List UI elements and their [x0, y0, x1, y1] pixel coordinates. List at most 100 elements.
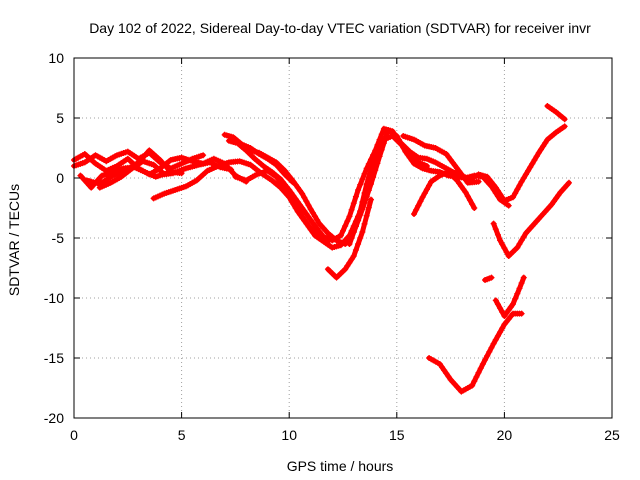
data-point — [346, 259, 353, 266]
data-point — [312, 213, 319, 220]
data-point — [525, 167, 532, 174]
x-axis-label: GPS time / hours — [287, 458, 394, 474]
data-point — [303, 198, 310, 205]
data-point — [350, 229, 357, 235]
data-point — [361, 170, 368, 177]
x-tick-label: 5 — [178, 427, 186, 443]
series-s5 — [96, 158, 235, 191]
data-point — [537, 146, 544, 153]
data-point — [365, 174, 372, 181]
y-tick-label: -5 — [52, 230, 65, 246]
data-point — [299, 190, 306, 197]
y-tick-label: 0 — [56, 170, 64, 186]
data-point — [499, 309, 506, 316]
data-point — [516, 182, 523, 189]
data-point — [350, 200, 357, 207]
data-point — [372, 153, 379, 160]
y-tick-label: -15 — [44, 350, 64, 366]
data-point — [492, 297, 499, 304]
data-point — [340, 227, 346, 234]
data-point — [419, 194, 426, 201]
y-tick-label: 10 — [48, 50, 64, 66]
data-point — [344, 262, 351, 269]
data-point — [355, 217, 362, 223]
data-point — [462, 189, 469, 196]
axis-ticks: 0 5 10 15 20 25 -20 -15 -10 -5 0 5 10 — [44, 50, 620, 443]
data-point — [533, 153, 540, 160]
data-point — [359, 199, 366, 205]
data-point — [492, 190, 499, 196]
data-point — [514, 186, 521, 193]
y-tick-label: -10 — [44, 290, 64, 306]
data-point — [520, 233, 527, 240]
data-point — [438, 364, 445, 371]
data-point — [484, 352, 491, 359]
data-point — [494, 332, 501, 339]
data-point — [542, 139, 549, 146]
series-s14 — [411, 169, 478, 217]
data-point — [350, 253, 357, 259]
data-point — [497, 329, 504, 336]
data-point — [337, 232, 344, 239]
data-point — [417, 198, 424, 205]
data-point — [423, 163, 430, 169]
data-point — [348, 256, 355, 263]
data-point — [503, 249, 510, 256]
data-point — [501, 245, 508, 252]
data-point — [561, 116, 568, 123]
data-point — [363, 212, 370, 219]
data-point — [469, 201, 476, 208]
data-point — [492, 226, 499, 233]
chart-title: Day 102 of 2022, Sidereal Day-to-day VTE… — [89, 20, 591, 36]
data-point — [355, 187, 362, 193]
data-point — [497, 305, 504, 312]
data-point — [363, 181, 370, 187]
data-point — [529, 160, 536, 167]
data-point — [492, 336, 499, 343]
data-point — [296, 209, 303, 216]
data-point — [352, 193, 359, 200]
data-point — [348, 235, 355, 241]
data-point — [499, 241, 506, 248]
data-point — [441, 367, 448, 374]
y-tick-label: 5 — [56, 110, 64, 126]
data-point — [292, 201, 299, 208]
data-point — [518, 237, 525, 244]
data-point — [535, 149, 542, 156]
data-point — [466, 197, 473, 204]
data-point — [367, 196, 374, 203]
data-point — [288, 194, 295, 201]
data-point — [494, 231, 501, 238]
data-point — [477, 365, 484, 372]
data-point — [514, 290, 521, 297]
data-point — [378, 131, 385, 138]
data-point — [284, 187, 291, 194]
data-point — [518, 310, 525, 317]
data-point — [518, 178, 525, 185]
data-point — [352, 247, 359, 253]
x-tick-label: 10 — [281, 427, 297, 443]
data-point — [475, 178, 482, 185]
data-point — [565, 179, 572, 186]
series-s18 — [490, 179, 572, 259]
data-point — [413, 206, 420, 213]
data-point — [357, 181, 364, 188]
series-trace — [232, 168, 331, 245]
data-point — [527, 164, 534, 171]
data-point — [344, 218, 351, 225]
data-point — [445, 373, 452, 380]
data-point — [307, 206, 314, 213]
data-point — [359, 176, 366, 183]
data-point — [490, 186, 497, 193]
data-point — [497, 237, 504, 244]
series-trace — [426, 311, 525, 395]
data-point — [361, 220, 368, 227]
data-point — [510, 194, 517, 201]
data-point — [479, 361, 486, 367]
data-point — [363, 165, 370, 172]
data-series — [71, 103, 572, 395]
x-tick-label: 0 — [70, 427, 78, 443]
data-point — [423, 186, 430, 193]
data-point — [415, 202, 422, 209]
